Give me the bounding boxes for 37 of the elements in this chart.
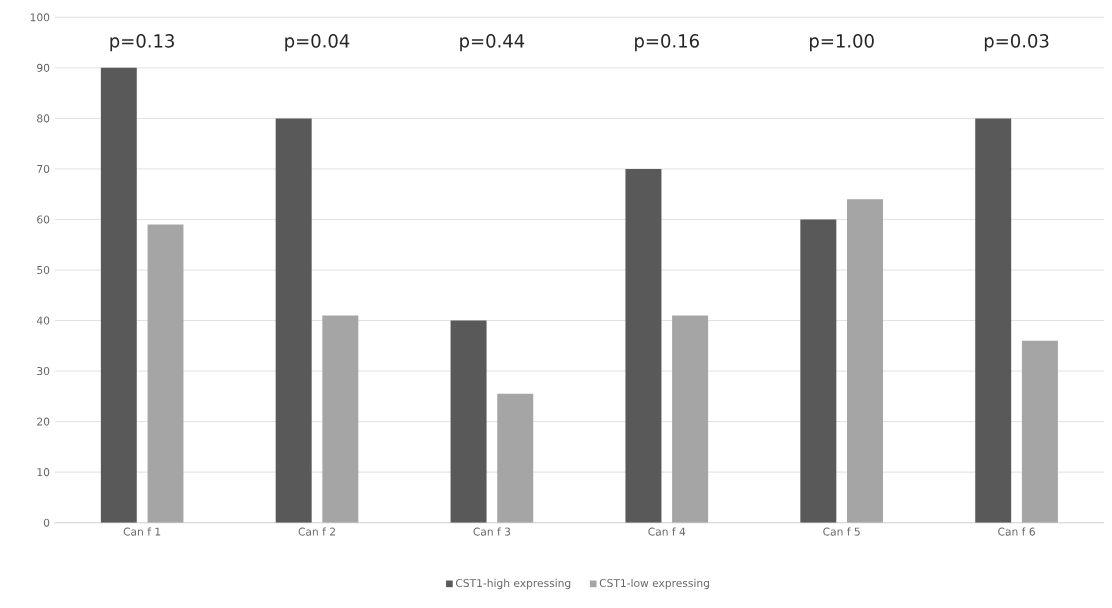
annotation: p=1.00: [810, 34, 874, 52]
bar: [100, 67, 137, 523]
y-tick-label: 40: [36, 316, 50, 325]
y-tick-label: 0: [43, 518, 50, 527]
bar: [1021, 340, 1058, 523]
x-tick-label: Can f 5: [823, 527, 860, 536]
legend-label: CST1-high expressing: [456, 578, 571, 590]
y-tick-label: 20: [37, 417, 50, 426]
bar: [625, 168, 662, 523]
annotation: p=0.13: [110, 34, 174, 52]
y-tick-label: 80: [37, 114, 50, 123]
x-tick-label: Can f 3: [473, 527, 511, 536]
bar: [147, 224, 184, 523]
legend-label: CST1-low expressing: [599, 578, 709, 590]
bar: [672, 315, 709, 523]
bar: [322, 315, 359, 523]
x-tick-label: Can f 2: [298, 527, 335, 536]
x-tick-label: Can f 1: [123, 527, 161, 536]
annotation: p=0.44: [460, 34, 525, 52]
bar: [450, 320, 487, 523]
annotation: p=0.16: [635, 34, 699, 52]
y-tick-label: 90: [37, 63, 50, 72]
bar: [847, 199, 884, 523]
bar: [800, 219, 837, 523]
bar: [275, 118, 312, 523]
bar: [497, 393, 534, 523]
y-tick-label: 50: [37, 265, 50, 275]
y-tick-label: 70: [37, 164, 50, 173]
x-tick-label: Can f 6: [998, 527, 1035, 536]
y-tick-label: 30: [37, 367, 50, 376]
x-tick-label: Can f 4: [648, 527, 686, 536]
y-tick-label: 60: [37, 215, 50, 224]
y-tick-label: 10: [37, 468, 50, 477]
annotation: p=0.03: [984, 34, 1049, 52]
y-tick-label: 100: [30, 13, 50, 22]
annotation: p=0.04: [285, 34, 350, 52]
bar: [975, 118, 1012, 523]
